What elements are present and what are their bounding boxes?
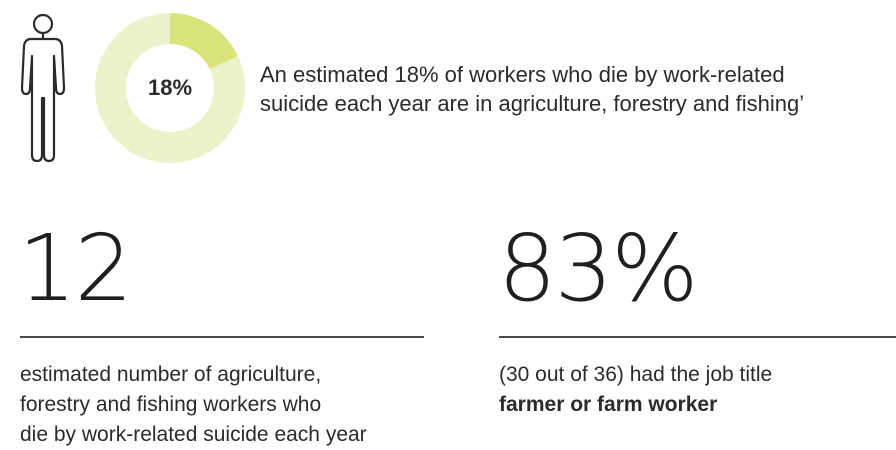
headline-line-2: suicide each year are in agriculture, fo… <box>260 91 805 116</box>
divider-right <box>499 336 896 338</box>
headline-line-1: An estimated 18% of workers who die by w… <box>260 62 785 87</box>
donut-center-label: 18% <box>147 75 193 100</box>
stat-description-line: die by work-related suicide each year <box>20 423 367 446</box>
donut-slice-rest <box>95 13 245 163</box>
stat-description-line: estimated number of agriculture, <box>20 363 322 386</box>
stat-number-83-percent: 83% <box>498 215 698 322</box>
divider-left <box>20 336 424 338</box>
donut-chart: 18% <box>95 13 245 163</box>
stat-description-line: (30 out of 36) had the job title <box>499 363 773 386</box>
stat-description-line: forestry and fishing workers who <box>20 393 322 416</box>
stat-description-right: (30 out of 36) had the job title farmer … <box>499 360 896 420</box>
stat-description-left: estimated number of agriculture, forestr… <box>20 360 460 450</box>
person-outline-icon <box>20 13 66 163</box>
stat-description-bold: farmer or farm worker <box>499 393 718 416</box>
headline-text: An estimated 18% of workers who die by w… <box>260 60 880 118</box>
stat-number-12: 12 <box>18 215 133 322</box>
donut-slice-highlight <box>170 13 238 70</box>
